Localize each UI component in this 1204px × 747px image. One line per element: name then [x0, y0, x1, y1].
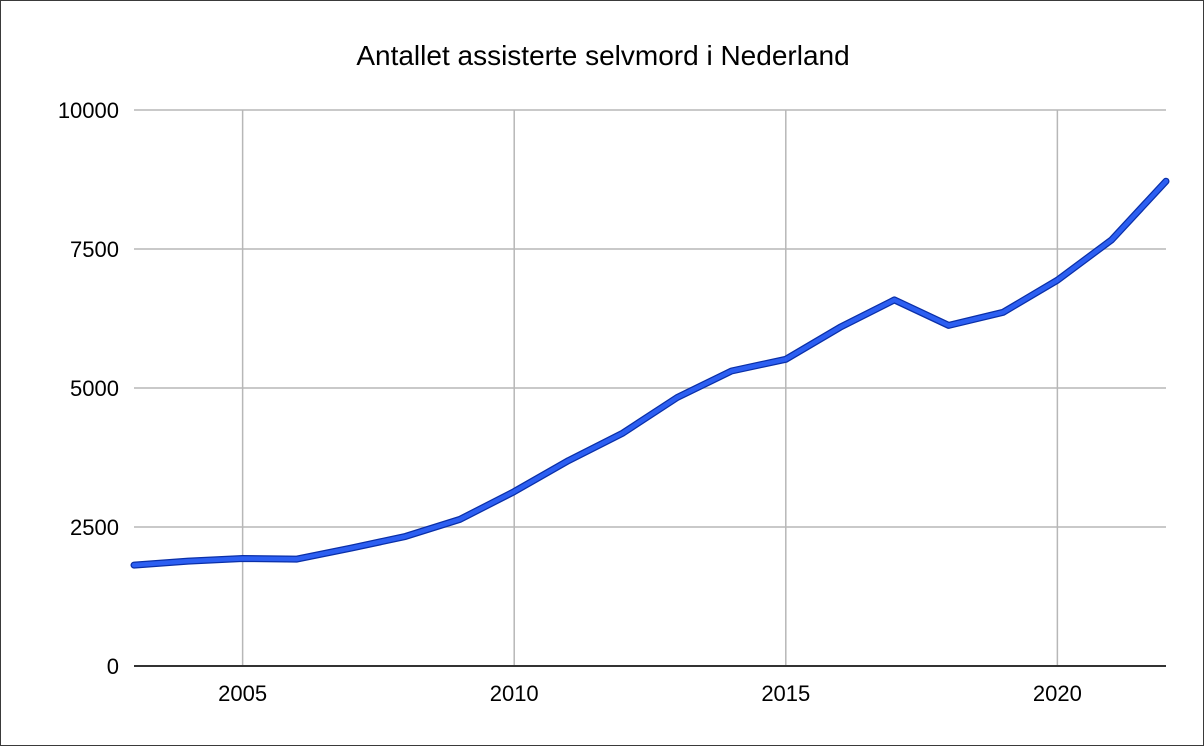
- data-point: [349, 546, 354, 551]
- data-point: [457, 517, 462, 522]
- horizontal-gridlines: [134, 109, 1166, 528]
- data-point: [186, 559, 191, 564]
- data-point: [132, 563, 136, 568]
- data-point: [1001, 310, 1006, 315]
- data-point: [512, 489, 517, 494]
- y-tick-label: 7500: [70, 237, 119, 262]
- data-point: [403, 534, 408, 539]
- data-point: [620, 431, 625, 436]
- x-tick-label: 2015: [761, 681, 810, 706]
- x-tick-label: 2005: [218, 681, 267, 706]
- data-point: [294, 557, 299, 562]
- x-tick-labels: 2005 2010 2015 2020: [218, 681, 1082, 706]
- data-point: [240, 556, 245, 561]
- y-tick-labels: 0 2500 5000 7500 10000: [58, 98, 119, 679]
- data-point: [783, 357, 788, 362]
- series-line-outline: [130, 177, 1170, 569]
- data-point: [675, 395, 680, 400]
- series-line: [131, 178, 1169, 568]
- data-point: [892, 297, 897, 302]
- data-point: [946, 323, 951, 328]
- y-tick-label: 10000: [58, 98, 119, 123]
- data-point: [1109, 237, 1114, 242]
- y-tick-label: 2500: [70, 515, 119, 540]
- x-tick-label: 2010: [490, 681, 539, 706]
- chart-title: Antallet assisterte selvmord i Nederland: [356, 40, 849, 71]
- data-point: [729, 368, 734, 373]
- data-point: [566, 458, 571, 463]
- y-tick-label: 0: [107, 654, 119, 679]
- data-point: [838, 325, 843, 330]
- data-point: [1164, 179, 1168, 184]
- series-group: [130, 177, 1170, 569]
- data-point: [1055, 278, 1060, 283]
- x-tick-label: 2020: [1033, 681, 1082, 706]
- y-tick-label: 5000: [70, 376, 119, 401]
